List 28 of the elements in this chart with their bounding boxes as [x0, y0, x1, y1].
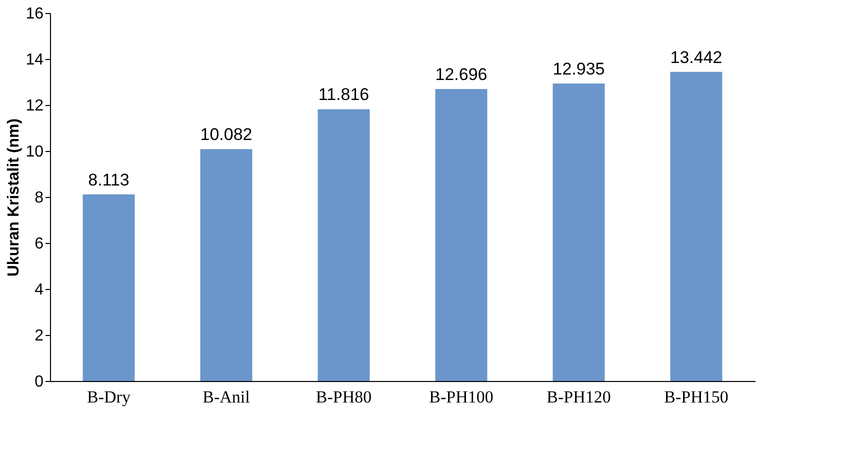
bar — [200, 149, 252, 381]
y-tick-label: 16 — [26, 6, 44, 22]
x-tick-label: B-PH120 — [546, 388, 611, 406]
bar — [670, 72, 722, 381]
data-label: 13.442 — [670, 48, 722, 67]
y-tick-label: 6 — [34, 236, 44, 252]
y-tick-label: 4 — [34, 282, 44, 298]
data-label: 11.816 — [318, 85, 370, 104]
bar — [318, 109, 370, 381]
bar — [552, 83, 605, 381]
y-tick-label: 0 — [34, 374, 44, 390]
bar — [435, 88, 488, 381]
y-tick-label: 10 — [26, 144, 44, 160]
y-tick-label: 8 — [34, 190, 44, 206]
data-label: 12.696 — [435, 64, 488, 84]
y-tick-label: 12 — [26, 98, 44, 114]
y-tick-label: 2 — [34, 328, 44, 344]
x-tick-label: B-PH150 — [664, 388, 728, 406]
data-label: 10.082 — [200, 125, 252, 144]
x-tick-label: B-Dry — [87, 388, 131, 406]
y-tick-label: 14 — [26, 52, 44, 68]
x-tick-label: B-PH80 — [316, 388, 372, 406]
x-tick-label: B-PH100 — [429, 388, 494, 406]
x-tick-label: B-Anil — [202, 388, 250, 406]
y-axis-title: Ukuran Kristalit (nm) — [6, 118, 23, 277]
bar — [82, 194, 135, 381]
data-label: 12.935 — [552, 59, 605, 78]
data-label: 8.113 — [88, 170, 130, 190]
